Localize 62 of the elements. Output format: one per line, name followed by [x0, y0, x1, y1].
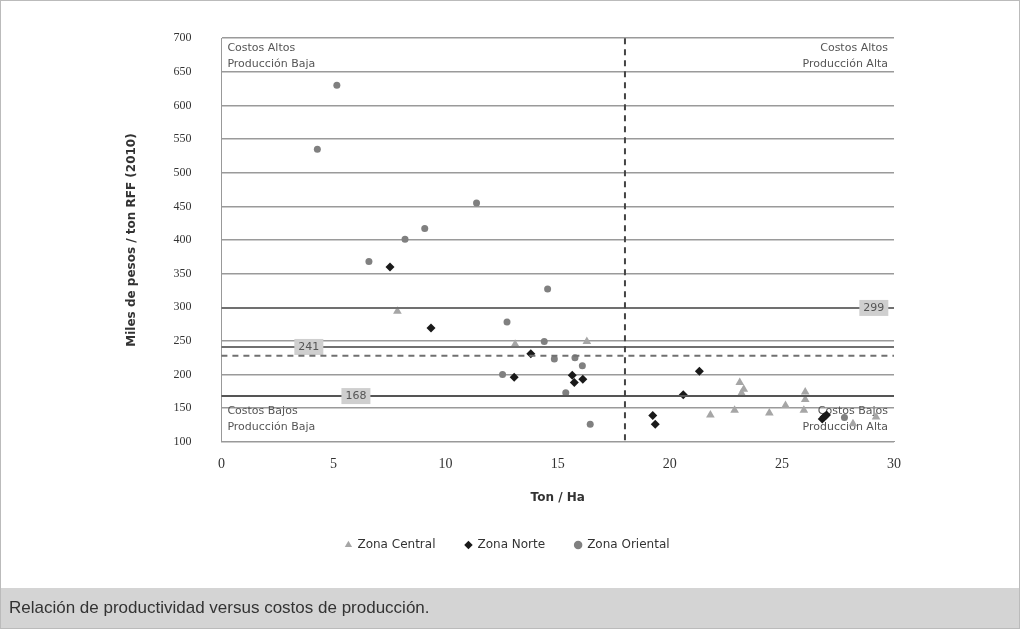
- legend-label: Zona Central: [357, 537, 436, 552]
- annotation: Costos Bajos Producción Baja: [227, 404, 316, 434]
- ref-line-label: 168: [345, 388, 367, 402]
- y-tick-label: 550: [173, 131, 192, 146]
- point: [840, 414, 848, 422]
- x-axis-title: Ton / Ha: [530, 489, 585, 504]
- point: [578, 374, 588, 384]
- point: [765, 407, 774, 416]
- annotation: Costos Altos Producción Baja: [227, 40, 316, 70]
- y-tick-label: 300: [173, 299, 192, 314]
- point: [544, 285, 552, 293]
- point: [567, 370, 577, 380]
- point: [800, 387, 810, 395]
- x-tick-label: 0: [217, 455, 225, 471]
- point: [586, 420, 594, 428]
- point: [650, 419, 660, 429]
- ref-line-label: 299: [863, 300, 885, 314]
- y-tick-label: 350: [173, 265, 192, 280]
- x-tick-label: 5: [330, 455, 337, 471]
- text: Relación de productividad versus costos de producción.: [1, 588, 1019, 628]
- point: [421, 225, 429, 233]
- y-tick-label: 200: [173, 366, 192, 381]
- y-tick-label: 150: [173, 400, 192, 415]
- x-tick-label: 10: [438, 455, 453, 471]
- point: [578, 362, 586, 370]
- point: [333, 81, 341, 89]
- y-axis-title: Miles de pesos / ton RFF (2010): [124, 133, 139, 347]
- x-tick-label: 15: [550, 455, 565, 471]
- point: [426, 323, 436, 333]
- point: [503, 318, 511, 326]
- y-tick-label: 600: [173, 97, 192, 112]
- legend-label: Zona Norte: [477, 537, 546, 552]
- x-tick-label: 25: [774, 455, 789, 471]
- point: [499, 371, 507, 379]
- y-tick-label: 500: [173, 164, 192, 179]
- point: [313, 145, 321, 153]
- point: [569, 378, 579, 388]
- y-tick-label: 100: [173, 433, 192, 448]
- point: [582, 336, 592, 345]
- y-tick-label: 700: [173, 30, 192, 45]
- y-tick-label: 400: [173, 232, 192, 247]
- point: [799, 405, 809, 413]
- point: [735, 377, 745, 386]
- point: [706, 409, 715, 418]
- point: [473, 199, 481, 207]
- point: [730, 405, 739, 413]
- point: [401, 235, 409, 243]
- y-tick-label: 450: [173, 198, 192, 213]
- point: [648, 411, 658, 421]
- legend-label: Zona Oriental: [587, 537, 670, 552]
- point: [385, 262, 395, 272]
- annotation: Costos Altos Producción Alta: [802, 40, 889, 70]
- point: [781, 400, 790, 408]
- point: [540, 338, 548, 346]
- point: [509, 372, 519, 382]
- point: [365, 258, 373, 266]
- x-tick-label: 30: [887, 455, 901, 471]
- x-tick-label: 20: [662, 455, 677, 471]
- y-tick-label: 650: [173, 63, 192, 78]
- y-tick-label: 250: [173, 333, 192, 348]
- ref-line-label: 241: [298, 339, 320, 353]
- point: [694, 366, 704, 376]
